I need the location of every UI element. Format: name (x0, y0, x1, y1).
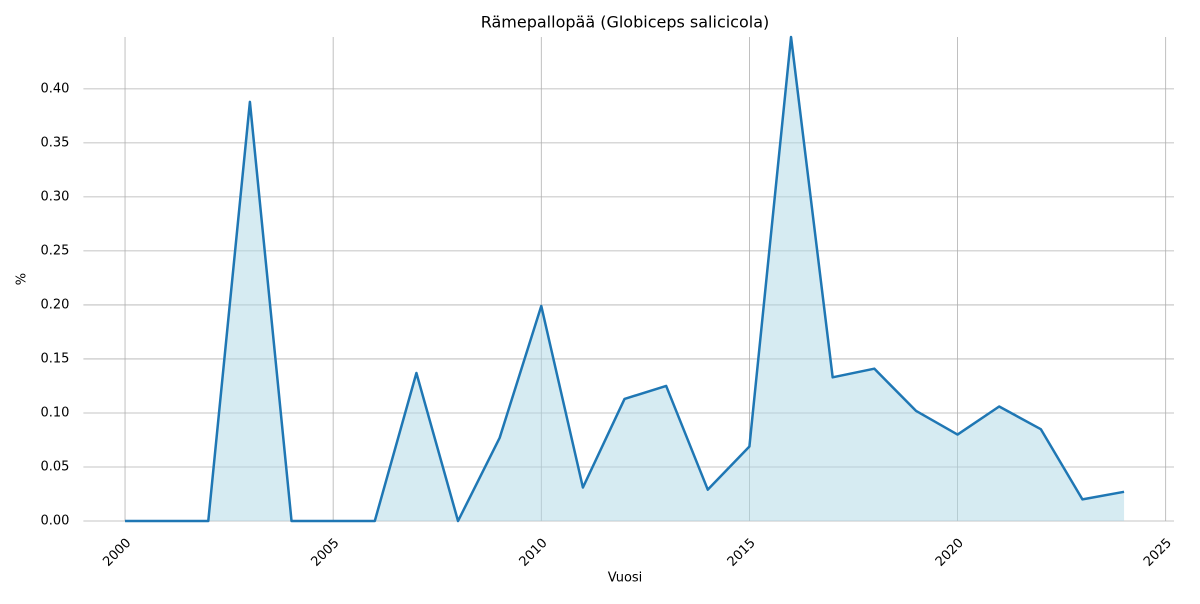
y-tick-label: 0.35 (40, 135, 69, 150)
y-tick-label: 0.40 (40, 81, 69, 96)
x-tick-label: 2015 (725, 536, 759, 570)
y-tick-label: 0.00 (40, 514, 69, 529)
y-tick-label: 0.10 (40, 405, 69, 420)
x-tick-label: 2005 (308, 536, 342, 570)
area (125, 37, 1125, 521)
y-tick-label: 0.15 (40, 351, 69, 366)
y-tick-label: 0.20 (40, 297, 69, 312)
y-axis-label: % (15, 273, 30, 285)
chart-title: Rämepallopää (Globiceps salicicola) (481, 13, 770, 32)
x-tick-label: 2010 (517, 536, 551, 570)
x-tick-label: 2020 (933, 536, 967, 570)
y-tick-label: 0.30 (40, 189, 69, 204)
y-tick-label: 0.05 (40, 459, 69, 474)
x-tick-label: 2000 (100, 536, 134, 570)
x-tick-label: 2025 (1141, 536, 1175, 570)
line (125, 35, 1125, 523)
y-tick-label: 0.25 (40, 243, 69, 258)
x-axis-label: Vuosi (608, 571, 643, 586)
